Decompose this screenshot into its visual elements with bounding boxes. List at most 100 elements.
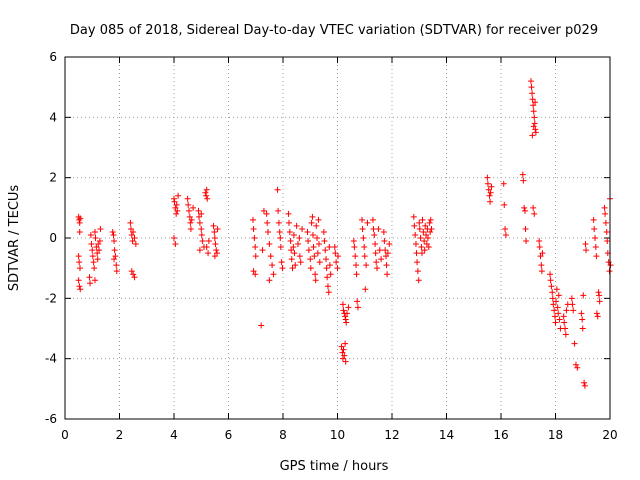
data-point <box>345 304 352 311</box>
data-point <box>299 225 306 232</box>
data-point <box>326 262 333 269</box>
data-point <box>339 349 346 356</box>
data-point <box>90 259 97 266</box>
data-point <box>195 207 202 214</box>
data-point <box>314 235 321 241</box>
data-point <box>96 247 103 254</box>
data-point <box>553 286 560 293</box>
data-point <box>372 250 379 257</box>
data-point <box>354 304 361 311</box>
data-point <box>554 304 561 311</box>
data-point <box>111 256 118 263</box>
data-point <box>419 216 426 223</box>
data-point <box>500 180 507 187</box>
data-point <box>93 244 100 251</box>
data-point <box>199 238 206 245</box>
data-point <box>277 235 284 241</box>
data-point <box>380 228 387 235</box>
data-point <box>211 228 218 235</box>
data-point <box>570 307 577 314</box>
data-point <box>501 201 508 208</box>
data-point <box>416 219 423 226</box>
data-point <box>556 316 563 323</box>
data-point <box>486 192 493 199</box>
data-point <box>205 250 212 257</box>
data-point <box>198 225 205 232</box>
data-point <box>344 310 351 317</box>
data-point <box>568 295 575 302</box>
data-point <box>425 244 432 251</box>
y-tick-label: 4 <box>49 110 57 124</box>
data-point <box>91 277 98 284</box>
data-point <box>312 271 319 278</box>
data-point <box>339 301 346 308</box>
data-point <box>340 346 347 353</box>
data-point <box>190 204 197 211</box>
data-point <box>185 201 192 208</box>
data-point <box>502 231 509 238</box>
data-point <box>312 277 319 284</box>
data-point <box>91 228 98 235</box>
data-point <box>332 250 339 257</box>
data-point <box>279 265 286 272</box>
data-point <box>590 216 597 223</box>
data-point <box>381 238 388 245</box>
data-point <box>413 250 420 257</box>
data-point <box>294 241 301 248</box>
data-point <box>384 250 391 257</box>
data-point <box>335 253 342 260</box>
data-point <box>310 244 317 251</box>
data-point <box>340 307 347 314</box>
data-point <box>297 259 304 266</box>
data-point <box>487 189 494 196</box>
data-point <box>578 310 585 317</box>
data-point <box>76 265 83 272</box>
data-point <box>607 262 614 269</box>
data-point <box>371 231 378 238</box>
data-point <box>549 295 556 302</box>
data-point <box>266 241 273 248</box>
data-point <box>569 301 576 308</box>
data-point <box>417 235 424 241</box>
data-point <box>538 262 545 269</box>
data-point <box>342 358 349 365</box>
data-point <box>263 210 270 217</box>
data-point <box>77 215 84 222</box>
data-point <box>582 241 589 248</box>
data-point <box>274 186 281 193</box>
data-point <box>75 277 82 284</box>
data-point <box>324 283 331 290</box>
data-point <box>529 90 536 97</box>
data-point <box>484 180 491 187</box>
data-point <box>423 241 430 248</box>
data-point <box>382 247 389 254</box>
data-point <box>252 253 259 260</box>
data-point <box>334 265 341 272</box>
data-point <box>528 84 535 91</box>
data-point <box>603 228 610 235</box>
data-point <box>305 247 312 254</box>
data-point <box>113 262 120 269</box>
data-point <box>375 225 382 232</box>
data-point <box>296 235 303 241</box>
y-tick-label: -6 <box>45 412 57 426</box>
data-point <box>202 189 209 196</box>
data-point <box>548 283 555 290</box>
data-point <box>265 228 272 235</box>
data-point <box>529 96 536 103</box>
data-point <box>551 313 558 320</box>
x-tick-label: 18 <box>548 428 563 442</box>
data-point <box>127 225 134 232</box>
data-point <box>94 250 101 257</box>
data-points <box>75 78 614 389</box>
data-point <box>275 207 282 214</box>
data-point <box>592 244 599 251</box>
data-point <box>374 265 381 272</box>
data-point <box>383 253 390 260</box>
data-point <box>132 241 139 248</box>
data-point <box>277 244 284 251</box>
x-tick-label: 16 <box>493 428 508 442</box>
data-point <box>361 253 368 260</box>
data-point <box>327 271 334 278</box>
